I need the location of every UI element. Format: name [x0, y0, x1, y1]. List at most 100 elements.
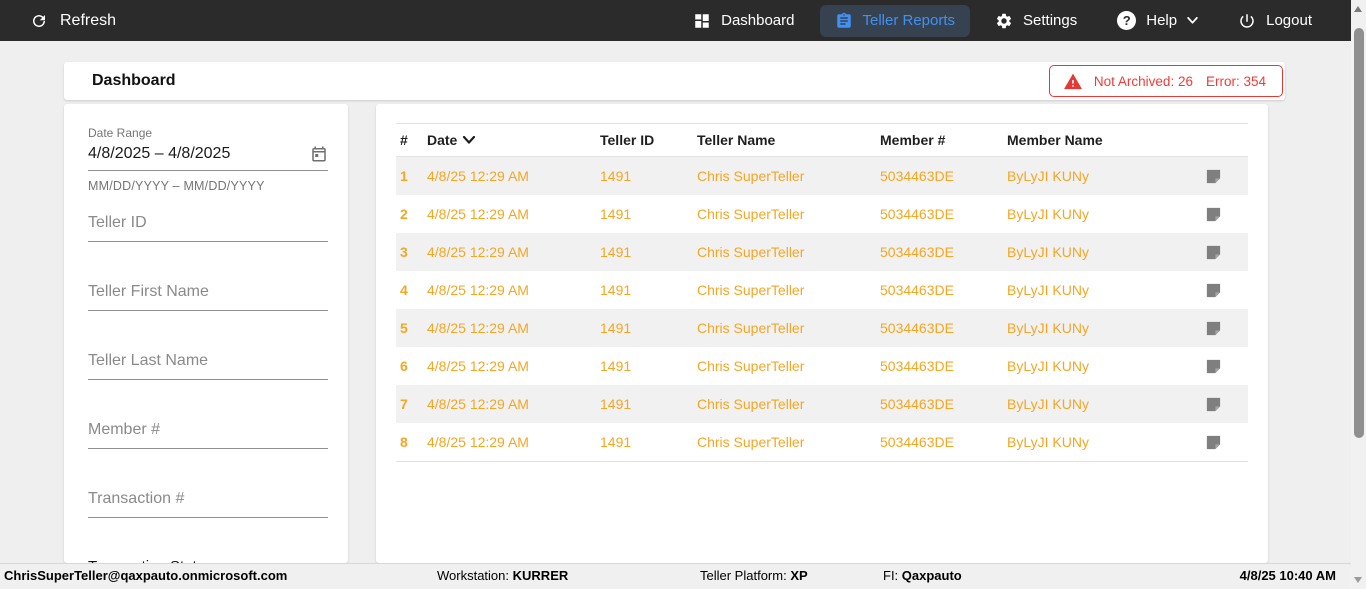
row-number: 8 — [400, 434, 408, 450]
status-bar: ChrisSuperTeller@qaxpauto.onmicrosoft.co… — [0, 563, 1366, 589]
teller-last-name-input[interactable] — [88, 348, 328, 380]
note-icon[interactable] — [1205, 320, 1222, 337]
workstation-label: Workstation: — [437, 568, 510, 583]
teller-platform-info: Teller Platform: XP — [700, 568, 808, 583]
scrollbar-thumb[interactable] — [1353, 28, 1364, 438]
col-header-date[interactable]: Date — [427, 132, 600, 148]
transaction-status-label: Transaction Status: — [88, 558, 328, 563]
nav-label-logout: Logout — [1266, 12, 1312, 29]
table-row[interactable]: 7 4/8/25 12:29 AM 1491 Chris SuperTeller… — [396, 385, 1248, 423]
row-number: 4 — [400, 282, 408, 298]
table-row[interactable]: 8 4/8/25 12:29 AM 1491 Chris SuperTeller… — [396, 423, 1248, 461]
col-header-member-name: Member Name — [1007, 132, 1103, 148]
cell-member-num: 5034463DE — [880, 434, 954, 450]
cell-member-num: 5034463DE — [880, 282, 954, 298]
table-row[interactable]: 6 4/8/25 12:29 AM 1491 Chris SuperTeller… — [396, 347, 1248, 385]
cell-teller-name: Chris SuperTeller — [697, 282, 805, 298]
table-body: 1 4/8/25 12:29 AM 1491 Chris SuperTeller… — [396, 157, 1248, 462]
user-email: ChrisSuperTeller@qaxpauto.onmicrosoft.co… — [4, 568, 288, 583]
nav-label-dashboard: Dashboard — [721, 12, 795, 29]
row-number: 5 — [400, 320, 408, 336]
cell-date: 4/8/25 12:29 AM — [427, 396, 529, 412]
cell-teller-name: Chris SuperTeller — [697, 244, 805, 260]
top-navbar: Refresh Dashboard Teller Reports Setting… — [0, 0, 1351, 41]
nav-label-settings: Settings — [1023, 12, 1078, 29]
cell-teller-name: Chris SuperTeller — [697, 434, 805, 450]
note-icon[interactable] — [1205, 434, 1222, 451]
cell-member-num: 5034463DE — [880, 206, 954, 222]
table-header: # Date Teller ID Teller Name Member # Me… — [396, 123, 1248, 157]
clipboard-icon — [836, 12, 851, 28]
table-row[interactable]: 1 4/8/25 12:29 AM 1491 Chris SuperTeller… — [396, 157, 1248, 195]
fi-value: Qaxpauto — [901, 568, 962, 583]
fi-label: FI: — [883, 568, 899, 583]
table-row[interactable]: 2 4/8/25 12:29 AM 1491 Chris SuperTeller… — [396, 195, 1248, 233]
page-header: Dashboard Not Archived: 26 Error: 354 — [64, 62, 1285, 100]
cell-member-name: ByLyJI KUNy — [1007, 168, 1089, 184]
cell-teller-id: 1491 — [600, 396, 632, 412]
table-row[interactable]: 4 4/8/25 12:29 AM 1491 Chris SuperTeller… — [396, 271, 1248, 309]
cell-member-num: 5034463DE — [880, 320, 954, 336]
cell-member-name: ByLyJI KUNy — [1007, 282, 1089, 298]
cell-teller-id: 1491 — [600, 168, 632, 184]
cell-member-name: ByLyJI KUNy — [1007, 434, 1089, 450]
page-scrollbar[interactable] — [1351, 0, 1366, 589]
scroll-down-arrow[interactable] — [1354, 577, 1362, 583]
archive-error-badge[interactable]: Not Archived: 26 Error: 354 — [1048, 65, 1283, 97]
note-icon[interactable] — [1205, 282, 1222, 299]
nav-label-teller-reports: Teller Reports — [862, 12, 956, 29]
refresh-button[interactable]: Refresh — [30, 12, 116, 30]
nav-item-dashboard[interactable]: Dashboard — [678, 5, 809, 37]
col-header-date-label: Date — [427, 132, 458, 148]
current-datetime: 4/8/25 10:40 AM — [1239, 568, 1336, 583]
cell-teller-name: Chris SuperTeller — [697, 320, 805, 336]
row-number: 1 — [400, 168, 408, 184]
sort-desc-icon — [463, 136, 476, 144]
col-header-member-num: Member # — [880, 132, 946, 148]
nav-item-logout[interactable]: Logout — [1223, 5, 1327, 37]
refresh-label: Refresh — [60, 11, 117, 29]
cell-date: 4/8/25 12:29 AM — [427, 244, 529, 260]
scroll-up-arrow[interactable] — [1354, 6, 1362, 12]
cell-member-name: ByLyJI KUNy — [1007, 358, 1089, 374]
nav-item-teller-reports[interactable]: Teller Reports — [819, 4, 971, 37]
cell-date: 4/8/25 12:29 AM — [427, 320, 529, 336]
gear-icon — [997, 13, 1012, 28]
member-number-input[interactable] — [88, 417, 328, 449]
col-header-num: # — [400, 132, 408, 148]
nav-item-help[interactable]: ? Help — [1102, 4, 1213, 37]
cell-member-name: ByLyJI KUNy — [1007, 206, 1089, 222]
power-icon — [1240, 13, 1254, 28]
table-row[interactable]: 5 4/8/25 12:29 AM 1491 Chris SuperTeller… — [396, 309, 1248, 347]
nav-items: Dashboard Teller Reports Settings ? Help — [678, 4, 1327, 37]
cell-teller-id: 1491 — [600, 244, 632, 260]
date-range-field[interactable]: 4/8/2025 – 4/8/2025 — [88, 145, 328, 171]
date-range-hint: MM/DD/YYYY – MM/DD/YYYY — [88, 179, 265, 193]
col-header-teller-name: Teller Name — [697, 132, 776, 148]
note-icon[interactable] — [1205, 396, 1222, 413]
transaction-number-input[interactable] — [88, 486, 328, 518]
calendar-icon[interactable] — [310, 145, 328, 163]
help-icon: ? — [1117, 11, 1137, 30]
note-icon[interactable] — [1205, 358, 1222, 375]
refresh-icon — [33, 14, 46, 27]
cell-member-num: 5034463DE — [880, 244, 954, 260]
cell-member-name: ByLyJI KUNy — [1007, 320, 1089, 336]
fi-info: FI: Qaxpauto — [883, 568, 962, 583]
cell-teller-id: 1491 — [600, 206, 632, 222]
note-icon[interactable] — [1205, 206, 1222, 223]
row-number: 2 — [400, 206, 408, 222]
teller-first-name-input[interactable] — [88, 279, 328, 311]
table-row[interactable]: 3 4/8/25 12:29 AM 1491 Chris SuperTeller… — [396, 233, 1248, 271]
note-icon[interactable] — [1205, 244, 1222, 261]
chevron-down-icon — [1187, 17, 1198, 24]
teller-id-input[interactable] — [88, 210, 328, 242]
workstation-value: KURRER — [512, 568, 569, 583]
cell-member-num: 5034463DE — [880, 168, 954, 184]
nav-label-help: Help — [1146, 12, 1178, 29]
note-icon[interactable] — [1205, 168, 1222, 185]
nav-item-settings[interactable]: Settings — [980, 5, 1092, 37]
col-header-teller-id: Teller ID — [600, 132, 655, 148]
cell-teller-id: 1491 — [600, 358, 632, 374]
error-count: Error: 354 — [1205, 73, 1266, 89]
